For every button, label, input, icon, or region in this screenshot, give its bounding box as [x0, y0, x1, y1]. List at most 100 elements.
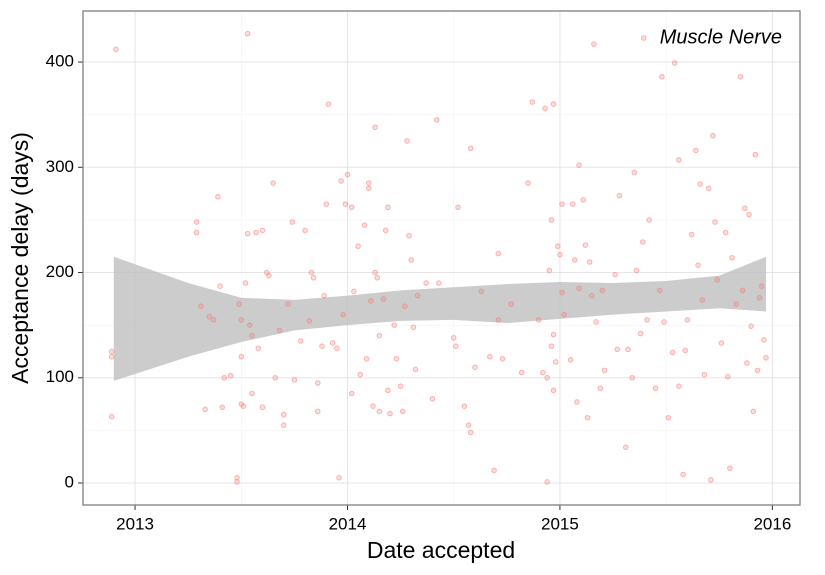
data-point	[272, 374, 279, 381]
data-point	[661, 319, 667, 325]
data-point	[752, 151, 759, 158]
data-point	[584, 414, 591, 421]
data-point	[423, 280, 429, 286]
data-point	[741, 205, 748, 212]
data-point	[215, 193, 221, 200]
data-point	[639, 239, 646, 245]
data-point	[580, 197, 587, 203]
data-point	[582, 242, 589, 248]
x-tick-label: 2016	[753, 514, 791, 533]
legend-marker	[640, 35, 647, 41]
data-point	[593, 319, 599, 325]
data-point	[631, 169, 638, 176]
data-point	[321, 292, 327, 299]
data-point	[249, 332, 255, 339]
data-point	[357, 371, 364, 378]
data-point	[221, 374, 228, 381]
data-point	[372, 269, 378, 276]
data-point	[680, 471, 686, 478]
data-point	[238, 317, 245, 323]
data-point	[637, 330, 644, 337]
data-point	[727, 465, 733, 472]
data-point	[612, 271, 618, 278]
data-point	[365, 185, 372, 192]
data-point	[310, 274, 317, 281]
data-point	[340, 311, 347, 318]
data-point	[499, 356, 506, 362]
data-point	[724, 373, 731, 380]
data-point	[210, 317, 217, 323]
data-point	[699, 297, 706, 303]
data-point	[244, 30, 251, 37]
data-point	[113, 46, 119, 53]
data-point	[374, 274, 381, 281]
plot-border	[82, 10, 801, 506]
data-point	[314, 380, 321, 386]
data-point	[240, 403, 247, 409]
data-point	[385, 204, 391, 211]
data-point	[758, 283, 765, 290]
x-tick-label: 2013	[116, 514, 154, 533]
data-point	[391, 322, 398, 328]
data-point	[467, 429, 474, 436]
data-point	[334, 345, 340, 352]
data-point	[385, 387, 391, 394]
data-point	[108, 413, 115, 420]
data-point	[270, 180, 276, 186]
data-point	[361, 222, 368, 228]
data-point	[597, 385, 604, 392]
data-point	[676, 157, 682, 163]
data-point	[586, 259, 593, 265]
data-point	[697, 181, 703, 187]
y-tick-label: 200	[46, 262, 74, 281]
data-point	[591, 41, 597, 47]
data-point	[249, 390, 255, 397]
data-point	[433, 117, 440, 123]
data-point	[589, 292, 595, 299]
data-point	[414, 292, 421, 299]
y-tick-label: 400	[46, 52, 74, 71]
data-point	[614, 346, 621, 353]
data-point	[227, 372, 234, 379]
data-point	[733, 301, 740, 307]
data-point	[342, 201, 349, 207]
data-point	[693, 147, 699, 154]
data-point	[193, 229, 200, 236]
data-point	[739, 287, 746, 294]
data-point	[544, 479, 550, 485]
data-point	[219, 404, 225, 411]
data-point	[198, 303, 204, 310]
data-point	[669, 349, 676, 356]
data-point	[387, 410, 393, 417]
data-point	[707, 477, 714, 483]
data-point	[665, 414, 672, 421]
data-point	[622, 444, 629, 451]
y-tick-label: 300	[46, 157, 74, 176]
data-point	[495, 250, 502, 257]
data-point	[546, 267, 553, 274]
data-point	[238, 353, 245, 360]
data-point	[202, 406, 208, 413]
data-point	[714, 277, 720, 283]
data-point	[453, 343, 459, 349]
data-point	[276, 327, 283, 334]
data-point	[376, 332, 383, 339]
data-point	[659, 73, 665, 80]
data-point	[695, 262, 701, 268]
y-tick-label: 0	[65, 472, 74, 491]
data-point	[380, 296, 387, 302]
data-point	[289, 219, 296, 225]
data-point	[557, 251, 563, 258]
data-point	[574, 399, 580, 405]
data-point	[750, 408, 757, 415]
data-point	[336, 474, 342, 481]
data-point	[487, 353, 493, 360]
data-point	[646, 217, 652, 223]
data-point	[625, 346, 631, 353]
data-point	[599, 287, 606, 294]
data-point	[234, 479, 240, 485]
data-point	[555, 243, 561, 250]
data-point	[280, 422, 287, 428]
data-point	[552, 359, 559, 365]
data-point	[242, 280, 249, 286]
